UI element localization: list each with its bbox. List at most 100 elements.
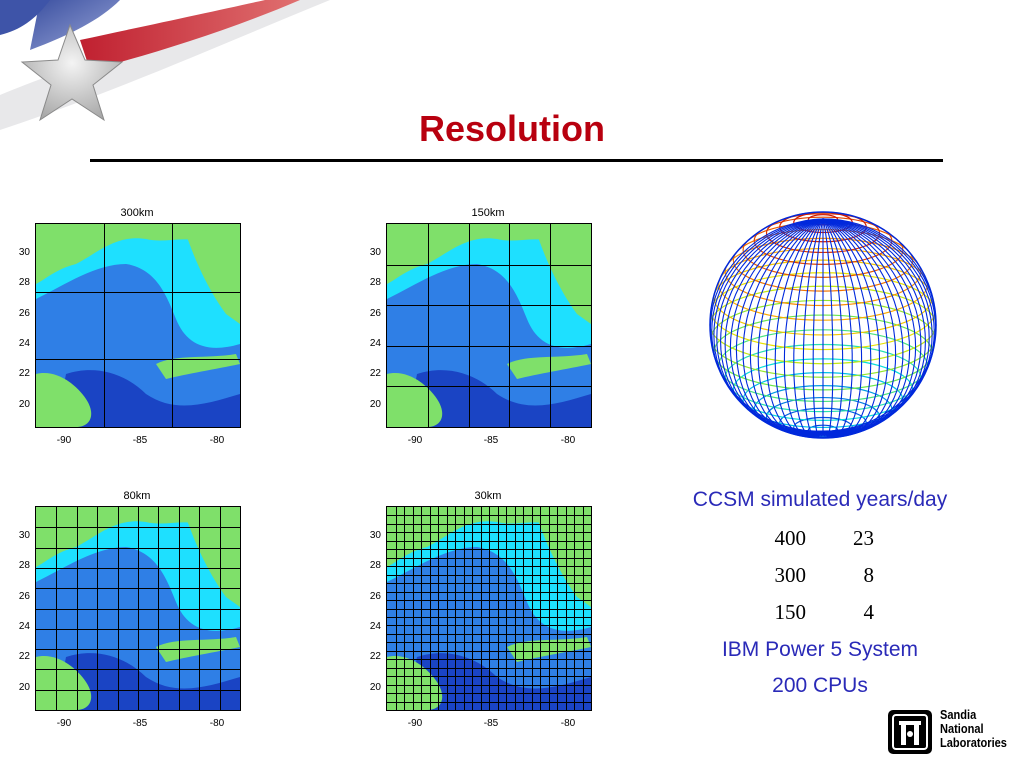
grid-line bbox=[387, 305, 591, 307]
grid-line bbox=[36, 689, 240, 691]
y-tick-label: 22 bbox=[18, 368, 30, 379]
x-tick-label: -85 bbox=[483, 718, 499, 729]
info-row: 400 23 bbox=[640, 520, 1000, 557]
x-tick-label: -85 bbox=[132, 718, 148, 729]
y-tick-label: 20 bbox=[369, 682, 381, 693]
y-tick-label: 24 bbox=[18, 338, 30, 349]
y-tick-label: 20 bbox=[18, 399, 30, 410]
grid-line bbox=[36, 359, 240, 361]
longitude-line bbox=[822, 218, 881, 437]
longitude-line bbox=[822, 218, 935, 432]
map-resolution-label: 150km bbox=[471, 207, 505, 219]
grid-line bbox=[387, 264, 591, 266]
x-tick-label: -90 bbox=[56, 435, 72, 446]
grid-line bbox=[387, 608, 591, 610]
y-tick-label: 30 bbox=[18, 247, 30, 258]
grid-line bbox=[523, 507, 524, 710]
row-resolution: 400 bbox=[774, 526, 807, 550]
grid-line bbox=[574, 507, 575, 710]
grid-line bbox=[582, 507, 584, 710]
y-tick-label: 28 bbox=[369, 277, 381, 288]
x-tick-label: -80 bbox=[560, 435, 576, 446]
row-years: 8 bbox=[863, 563, 875, 587]
performance-info: CCSM simulated years/day 400 23 300 8 15… bbox=[640, 486, 1000, 705]
grid-line bbox=[36, 291, 240, 293]
longitude-line bbox=[822, 218, 863, 438]
grid-line bbox=[506, 507, 507, 710]
x-tick-label: -90 bbox=[56, 718, 72, 729]
info-row: 300 8 bbox=[640, 557, 1000, 594]
grid-line bbox=[387, 633, 591, 635]
y-tick-label: 24 bbox=[369, 338, 381, 349]
y-tick-label: 26 bbox=[369, 308, 381, 319]
longitude-line bbox=[783, 218, 824, 438]
grid-line bbox=[509, 224, 511, 427]
grid-line bbox=[387, 616, 591, 618]
longitude-line bbox=[822, 218, 933, 433]
grid-line bbox=[531, 507, 533, 710]
grid-line bbox=[387, 667, 591, 669]
grid-line bbox=[219, 507, 221, 710]
grid-line bbox=[36, 669, 240, 671]
grid-line bbox=[548, 507, 550, 710]
gulf-map bbox=[35, 506, 241, 711]
grid-line bbox=[172, 224, 173, 427]
longitude-line bbox=[822, 218, 834, 439]
grid-line bbox=[540, 507, 541, 710]
row-resolution: 300 bbox=[774, 563, 807, 587]
x-tick-label: -90 bbox=[407, 435, 423, 446]
cpu-count: 200 CPUs bbox=[772, 674, 868, 697]
map-resolution-label: 80km bbox=[123, 490, 151, 502]
gulf-map bbox=[35, 223, 241, 428]
globe-outline bbox=[709, 211, 937, 439]
grid-line bbox=[387, 693, 591, 695]
grid-line bbox=[36, 608, 240, 610]
longitude-line bbox=[713, 218, 824, 433]
longitude-line bbox=[716, 218, 824, 433]
longitude-line bbox=[822, 218, 872, 438]
map-panel-150km: 150km 30 28 26 24 22 20 -90 -85 -80 bbox=[351, 207, 592, 467]
sandia-logo: Sandia National Laboratories bbox=[888, 708, 1016, 758]
y-tick-label: 24 bbox=[369, 621, 381, 632]
grid-line bbox=[565, 507, 567, 710]
y-tick-label: 28 bbox=[18, 277, 30, 288]
grid-line bbox=[497, 507, 499, 710]
y-tick-label: 20 bbox=[369, 399, 381, 410]
grid-line bbox=[557, 507, 558, 710]
x-tick-label: -80 bbox=[560, 718, 576, 729]
logo-line: National bbox=[940, 721, 984, 736]
title-divider bbox=[90, 159, 943, 162]
x-tick-label: -85 bbox=[483, 435, 499, 446]
y-tick-label: 22 bbox=[18, 651, 30, 662]
grid-line bbox=[387, 701, 591, 703]
y-tick-label: 26 bbox=[18, 308, 30, 319]
y-tick-label: 26 bbox=[369, 591, 381, 602]
y-tick-label: 28 bbox=[18, 560, 30, 571]
grid-line bbox=[427, 224, 429, 427]
globe-grid-icon bbox=[709, 211, 937, 439]
map-panel-300km: 300km 30 28 26 24 22 20 -90 -85 -80 bbox=[0, 207, 241, 467]
map-panel-80km: 80km 30 28 26 24 22 20 -90 -85 -80 bbox=[0, 490, 241, 750]
longitude-line bbox=[711, 218, 824, 432]
longitude-line bbox=[822, 218, 844, 439]
grid-line bbox=[104, 224, 105, 427]
map-resolution-label: 300km bbox=[120, 207, 154, 219]
y-tick-label: 22 bbox=[369, 651, 381, 662]
grid-line bbox=[387, 345, 591, 347]
y-tick-label: 20 bbox=[18, 682, 30, 693]
grid-line bbox=[387, 625, 591, 627]
map-panel-30km: 30km 30 28 26 24 22 20 -90 -85 -80 bbox=[351, 490, 592, 750]
star-swoosh-logo bbox=[0, 0, 330, 130]
grid-line bbox=[514, 507, 516, 710]
grid-line bbox=[387, 386, 591, 388]
grid-line bbox=[36, 649, 240, 651]
grid-line bbox=[158, 507, 160, 710]
y-tick-label: 24 bbox=[18, 621, 30, 632]
thunderbird-icon bbox=[888, 710, 932, 754]
y-tick-label: 26 bbox=[18, 591, 30, 602]
grid-line bbox=[387, 642, 591, 644]
grid-line bbox=[178, 507, 180, 710]
grid-line bbox=[387, 659, 591, 661]
row-years: 4 bbox=[863, 600, 875, 624]
y-tick-label: 30 bbox=[369, 530, 381, 541]
